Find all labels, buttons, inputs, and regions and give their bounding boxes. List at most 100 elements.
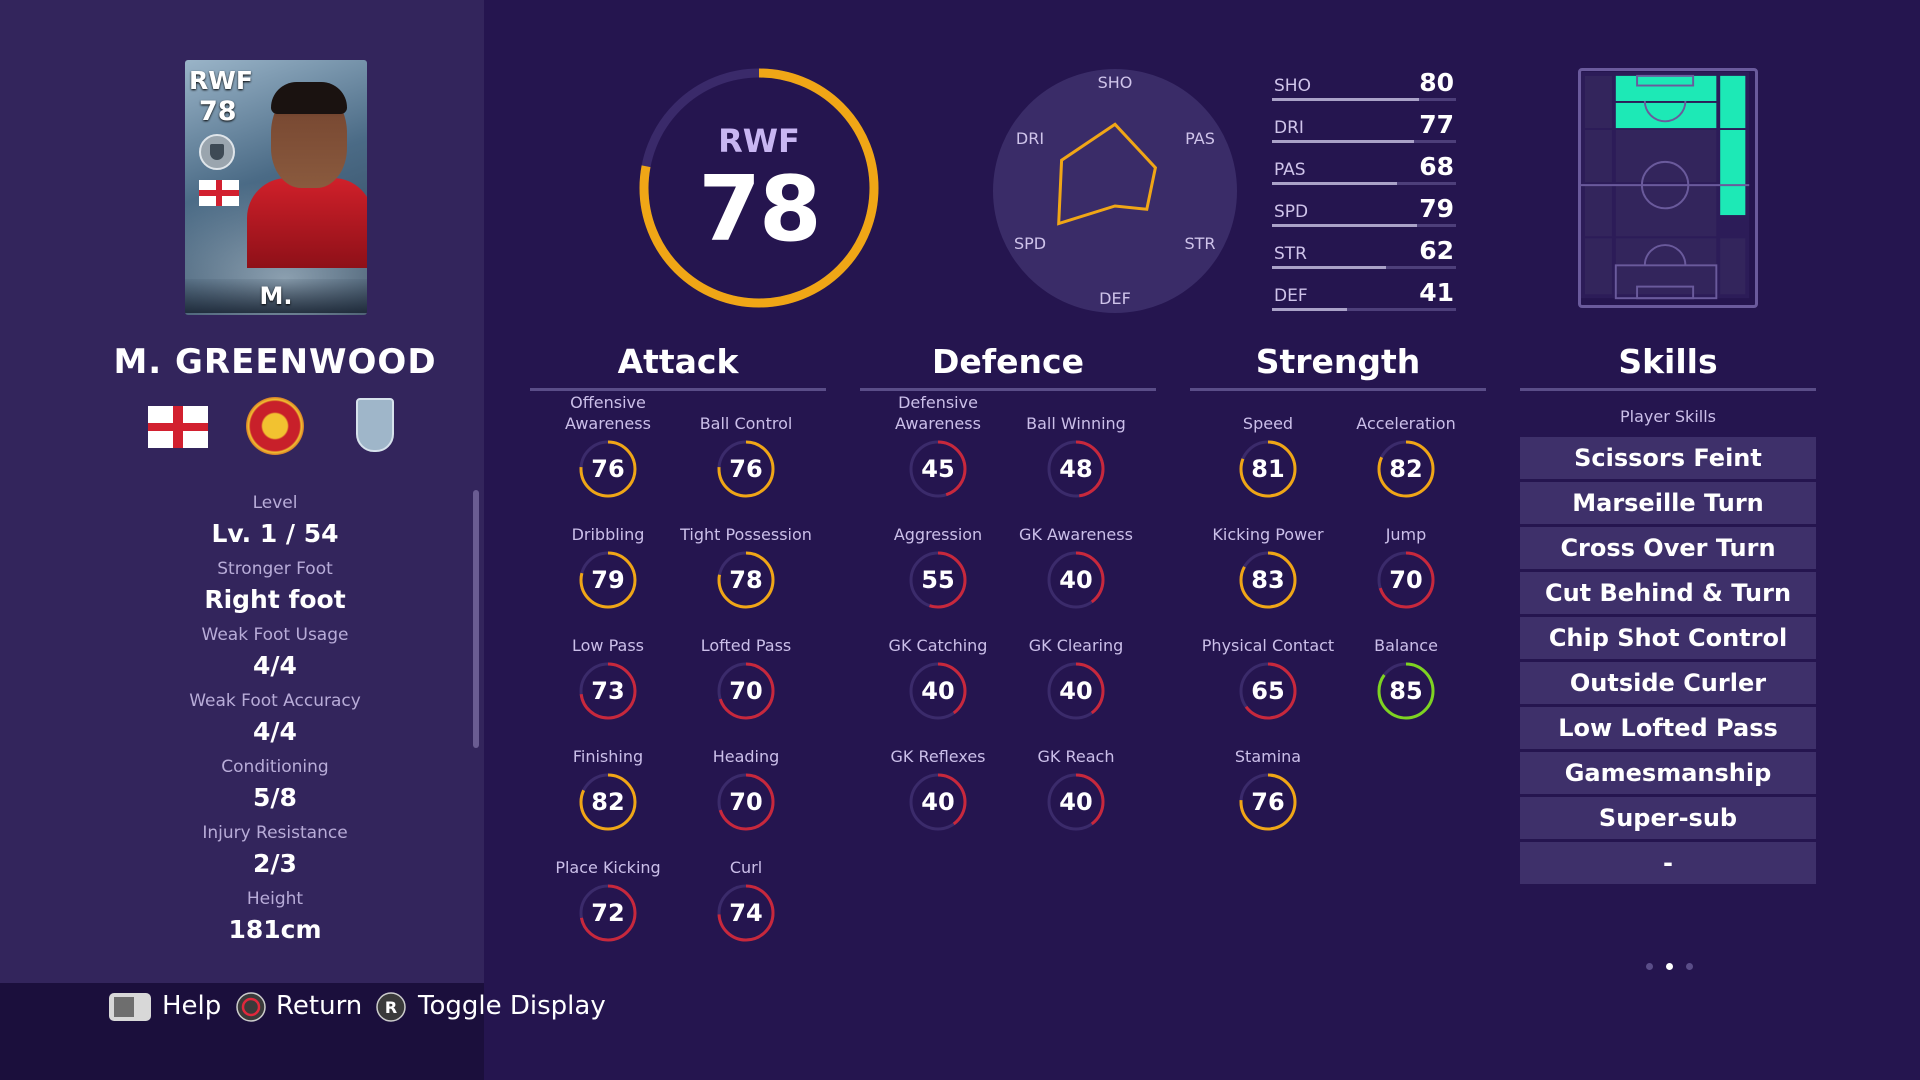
- stat-label: GK Clearing: [1028, 636, 1124, 655]
- stat-ball-control: Ball Control 76: [676, 391, 816, 502]
- stat-label: Jump: [1385, 525, 1427, 544]
- summary-stat-label: SHO: [1274, 76, 1311, 96]
- stat-label: Kicking Power: [1212, 525, 1324, 544]
- stat-ring: [716, 439, 776, 499]
- summary-stat-bar-fill: [1272, 266, 1387, 269]
- stat-value: 48: [1059, 455, 1093, 483]
- profile-label: Conditioning: [221, 757, 329, 777]
- stat-ring-arc: [1047, 662, 1105, 720]
- page-dot[interactable]: [1646, 963, 1653, 970]
- attack-divider: [530, 388, 826, 391]
- profile-conditioning: Conditioning 5/8: [0, 756, 550, 822]
- return-button[interactable]: Return: [276, 991, 363, 1021]
- stat-value: 55: [921, 566, 955, 594]
- stat-ring-arc: [579, 440, 637, 498]
- touchpad-button-icon: [109, 993, 151, 1021]
- stat-finishing: Finishing 82: [538, 724, 678, 835]
- club-crest-icon: [246, 397, 304, 455]
- stat-curl: Curl 74: [676, 835, 816, 946]
- player-photo-body: [247, 178, 367, 268]
- stat-value: 45: [921, 455, 955, 483]
- strength-stats: Speed 81 Acceleration 82 Kicking Power 83 Jump…: [1190, 391, 1486, 855]
- stat-label: Balance: [1374, 636, 1438, 655]
- stat-ring: [1046, 772, 1106, 832]
- stat-label: Curl: [729, 858, 763, 877]
- attack-stats: Offensive Awareness 76 Ball Control 76 Dribb…: [530, 391, 826, 966]
- stat-ring: [1238, 439, 1298, 499]
- summary-stat-bar: [1272, 224, 1456, 227]
- page-dot[interactable]: [1666, 963, 1673, 970]
- skills-divider: [1520, 388, 1816, 391]
- stat-value: 65: [1251, 677, 1285, 705]
- stat-ball-winning: Ball Winning 48: [1006, 391, 1146, 502]
- profile-value: 2/3: [253, 849, 297, 878]
- profile-label: Stronger Foot: [217, 559, 333, 579]
- profile-weak-foot-usage: Weak Foot Usage 4/4: [0, 624, 550, 690]
- stat-value: 40: [921, 788, 955, 816]
- profile-value: 4/4: [253, 717, 297, 746]
- profile-scrollbar[interactable]: [473, 490, 479, 748]
- stat-value: 72: [591, 899, 625, 927]
- skill-item: Cross Over Turn: [1520, 527, 1816, 569]
- stat-gk-clearing: GK Clearing 40: [1006, 613, 1146, 724]
- toggle-display-button[interactable]: Toggle Display: [418, 991, 606, 1021]
- stat-ring-arc: [909, 773, 967, 831]
- stat-label: Heading: [712, 747, 780, 766]
- stat-kicking-power: Kicking Power 83: [1198, 502, 1338, 613]
- stat-ring: [1238, 772, 1298, 832]
- stat-label: Lofted Pass: [700, 636, 792, 655]
- overall-rating: 78: [698, 157, 821, 262]
- summary-stat-label: PAS: [1274, 160, 1306, 180]
- stat-lofted-pass: Lofted Pass 70: [676, 613, 816, 724]
- r-stick-button-icon: R: [376, 992, 406, 1022]
- skill-item: Gamesmanship: [1520, 752, 1816, 794]
- player-photo-hair: [271, 82, 347, 114]
- page-dot[interactable]: [1686, 963, 1693, 970]
- stat-value: 85: [1389, 677, 1423, 705]
- strength-divider: [1190, 388, 1486, 391]
- skill-item: -: [1520, 842, 1816, 884]
- radar-shape: [1057, 122, 1158, 226]
- stat-stamina: Stamina 76: [1198, 724, 1338, 835]
- pitch-zone-cf: [1615, 75, 1717, 101]
- profile-weak-foot-accuracy: Weak Foot Accuracy 4/4: [0, 690, 550, 756]
- stat-ring-arc: [717, 773, 775, 831]
- skill-item: Super-sub: [1520, 797, 1816, 839]
- stat-gk-catching: GK Catching 40: [868, 613, 1008, 724]
- card-nationality-flag-icon: [199, 180, 239, 206]
- stat-value: 74: [729, 899, 763, 927]
- stat-physical-contact: Physical Contact 65: [1198, 613, 1338, 724]
- summary-stat-bar-fill: [1272, 98, 1420, 101]
- pitch-zone-rwf: [1720, 75, 1746, 129]
- pitch-zone-ss: [1615, 102, 1717, 129]
- profile-injury-resistance: Injury Resistance 2/3: [0, 822, 550, 888]
- stat-ring-arc: [579, 773, 637, 831]
- attribute-radar-chart: SHO PAS STR DEF SPD DRI: [993, 69, 1237, 313]
- stat-defensive-awareness: Defensive Awareness 45: [868, 391, 1008, 502]
- stat-ring: [716, 883, 776, 943]
- stat-tight-possession: Tight Possession 78: [676, 502, 816, 613]
- summary-stat-str: STR 62: [1272, 234, 1456, 276]
- profile-value: 5/8: [253, 783, 297, 812]
- skill-item: Outside Curler: [1520, 662, 1816, 704]
- stat-label: Stamina: [1234, 747, 1302, 766]
- stat-ring-arc: [579, 662, 637, 720]
- summary-stat-bar: [1272, 140, 1456, 143]
- stat-label: Low Pass: [572, 636, 644, 655]
- summary-stat-label: DEF: [1274, 286, 1308, 306]
- card-player-name: M. GREENWOOD: [185, 279, 367, 313]
- stat-label: Finishing: [572, 747, 644, 766]
- stat-label: GK Reflexes: [890, 747, 986, 766]
- stat-label: Offensive Awareness: [565, 393, 651, 433]
- position-pitch-map: [1578, 68, 1758, 308]
- stat-value: 76: [729, 455, 763, 483]
- profile-value: 4/4: [253, 651, 297, 680]
- stat-ring: [908, 772, 968, 832]
- radar-label-dri: DRI: [1016, 129, 1044, 148]
- stat-label: Dribbling: [571, 525, 645, 544]
- radar-label-def: DEF: [1099, 289, 1131, 308]
- profile-stronger-foot: Stronger Foot Right foot: [0, 558, 550, 624]
- stat-ring-arc: [579, 884, 637, 942]
- stat-aggression: Aggression 55: [868, 502, 1008, 613]
- help-button[interactable]: Help: [162, 991, 222, 1021]
